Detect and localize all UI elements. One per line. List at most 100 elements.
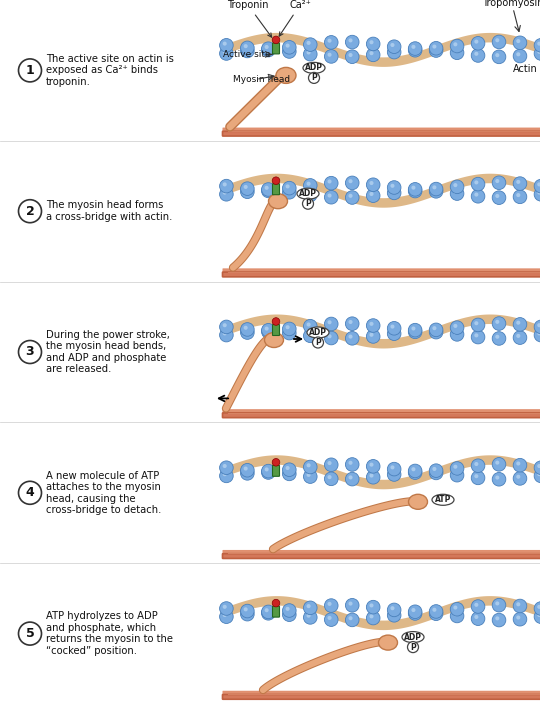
Circle shape [286, 184, 289, 189]
Circle shape [346, 176, 359, 189]
Circle shape [328, 334, 332, 339]
Circle shape [471, 612, 485, 625]
Circle shape [450, 603, 464, 616]
Circle shape [411, 46, 415, 51]
Circle shape [282, 608, 296, 622]
Circle shape [244, 44, 248, 48]
Circle shape [474, 615, 478, 619]
Circle shape [495, 320, 500, 324]
Circle shape [492, 613, 506, 627]
Circle shape [369, 192, 374, 196]
Text: and ADP and phosphate: and ADP and phosphate [46, 353, 166, 363]
FancyBboxPatch shape [222, 554, 540, 558]
Circle shape [244, 610, 248, 615]
Circle shape [286, 466, 289, 470]
Circle shape [265, 187, 269, 191]
Circle shape [346, 191, 359, 204]
Circle shape [454, 42, 457, 46]
Circle shape [265, 467, 269, 472]
Circle shape [471, 37, 485, 50]
Circle shape [513, 190, 527, 203]
Circle shape [537, 323, 540, 327]
Circle shape [261, 465, 275, 478]
Circle shape [328, 475, 332, 479]
Circle shape [390, 325, 395, 329]
Circle shape [325, 331, 338, 345]
Circle shape [261, 607, 275, 620]
Circle shape [516, 461, 521, 465]
FancyBboxPatch shape [222, 127, 540, 136]
Circle shape [387, 186, 401, 200]
Circle shape [516, 52, 521, 56]
Circle shape [492, 50, 506, 63]
Circle shape [222, 323, 227, 327]
Circle shape [220, 180, 233, 193]
Circle shape [387, 327, 401, 341]
Circle shape [513, 458, 527, 472]
Circle shape [495, 460, 500, 465]
Circle shape [454, 472, 457, 475]
Circle shape [307, 463, 310, 467]
Circle shape [307, 614, 310, 617]
Circle shape [450, 462, 464, 475]
Circle shape [328, 461, 332, 465]
Circle shape [433, 469, 436, 473]
Circle shape [471, 177, 485, 191]
Circle shape [454, 324, 457, 328]
Circle shape [222, 191, 227, 194]
Circle shape [454, 190, 457, 194]
Circle shape [429, 466, 443, 479]
Circle shape [261, 183, 275, 196]
Circle shape [369, 322, 374, 326]
Circle shape [513, 612, 527, 626]
Text: ADP: ADP [309, 328, 327, 337]
Circle shape [471, 471, 485, 484]
Circle shape [454, 612, 457, 616]
Circle shape [390, 184, 395, 188]
FancyBboxPatch shape [273, 325, 280, 336]
Circle shape [433, 328, 436, 332]
Circle shape [433, 46, 436, 51]
Circle shape [408, 42, 422, 56]
Circle shape [495, 53, 500, 57]
FancyBboxPatch shape [222, 409, 540, 417]
Circle shape [282, 326, 296, 340]
Circle shape [313, 337, 323, 348]
Circle shape [492, 598, 506, 612]
Circle shape [307, 191, 310, 195]
Circle shape [513, 472, 527, 485]
Circle shape [537, 613, 540, 617]
Circle shape [474, 333, 478, 337]
Circle shape [265, 608, 269, 612]
Circle shape [265, 45, 269, 49]
Circle shape [222, 613, 227, 617]
Ellipse shape [379, 635, 397, 650]
Circle shape [474, 192, 478, 196]
Circle shape [471, 459, 485, 472]
Text: The myosin head forms: The myosin head forms [46, 201, 164, 210]
Circle shape [516, 180, 521, 184]
Text: attaches to the myosin: attaches to the myosin [46, 482, 161, 492]
Circle shape [429, 44, 443, 57]
Circle shape [244, 467, 248, 470]
FancyBboxPatch shape [222, 695, 540, 699]
FancyBboxPatch shape [222, 132, 540, 136]
Circle shape [474, 603, 478, 607]
Circle shape [411, 610, 415, 614]
Circle shape [282, 44, 296, 58]
Circle shape [433, 185, 436, 189]
Circle shape [265, 610, 269, 614]
Circle shape [241, 326, 254, 339]
Circle shape [241, 604, 254, 618]
Circle shape [495, 194, 500, 198]
Circle shape [18, 482, 42, 504]
Circle shape [348, 475, 353, 479]
Circle shape [429, 464, 443, 477]
Circle shape [272, 318, 280, 325]
Circle shape [387, 322, 401, 335]
Text: 4: 4 [25, 486, 35, 499]
Circle shape [348, 460, 353, 465]
Circle shape [328, 602, 332, 606]
Text: Actin: Actin [513, 64, 538, 75]
Text: P: P [315, 338, 321, 347]
